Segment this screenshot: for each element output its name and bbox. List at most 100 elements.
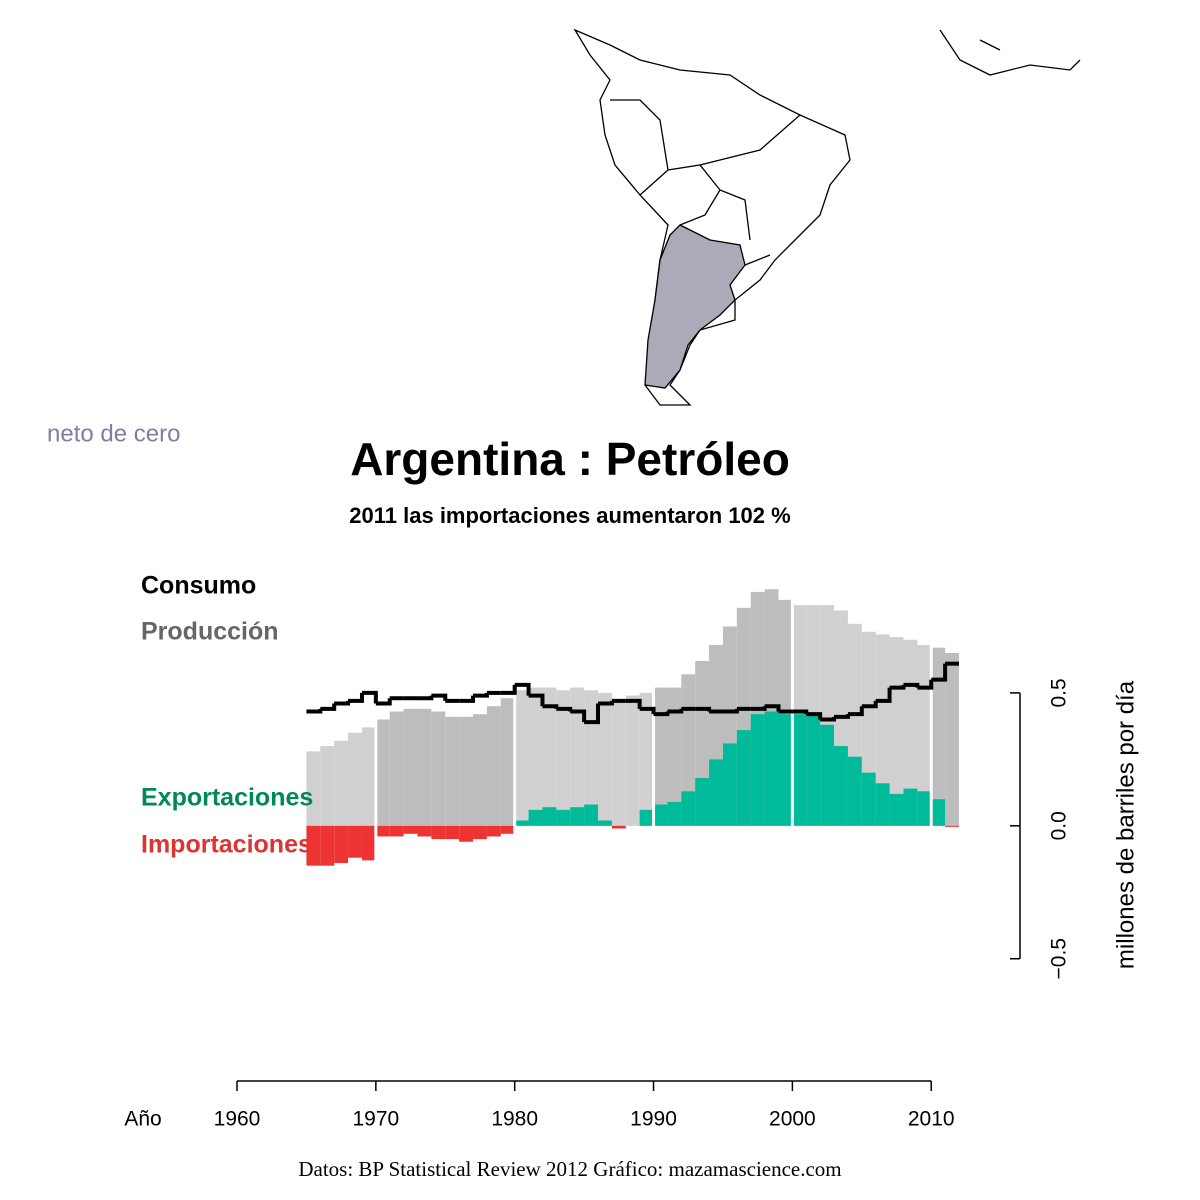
consumption-step [834, 714, 850, 719]
production-bar [459, 716, 474, 826]
import-bar [486, 825, 501, 837]
production-bar [945, 653, 959, 826]
export-bar [556, 809, 571, 826]
x-tick-label: 1960 [214, 1108, 261, 1131]
x-tick-label: 2000 [769, 1108, 816, 1131]
production-bar [528, 687, 543, 826]
export-bar [736, 730, 751, 826]
production-bar [375, 719, 390, 826]
import-bar [445, 825, 460, 840]
consumption-step [792, 709, 809, 715]
production-bar [348, 732, 362, 826]
export-bar [598, 820, 612, 826]
consumption-step [514, 682, 531, 696]
south-america [573, 28, 851, 406]
import-bar [306, 825, 321, 866]
import-bar [403, 825, 418, 834]
consumption-step [320, 703, 337, 711]
production-bar [653, 687, 668, 826]
x-tick-label: 1990 [630, 1108, 677, 1131]
consumption-step [528, 693, 545, 707]
export-bar [514, 820, 529, 826]
export-bar [875, 783, 890, 826]
import-bar [375, 825, 390, 837]
production-bar [389, 711, 404, 826]
production-bar [431, 711, 446, 826]
export-bar [584, 804, 598, 826]
consumption-step [473, 692, 489, 698]
annotation: neto de cero [47, 420, 180, 447]
production-bar [334, 740, 349, 826]
export-bar [681, 791, 696, 826]
consumption-step [500, 684, 517, 695]
consumption-step [348, 692, 364, 703]
x-axis-label: Año [124, 1108, 161, 1131]
consumption-step [861, 700, 878, 709]
legend-label: Importaciones [141, 831, 312, 859]
consumption-step [306, 708, 323, 714]
production-bar [667, 687, 682, 826]
export-bar [903, 788, 918, 826]
export-bar [639, 809, 654, 826]
chart-title: Argentina : Petróleo [350, 433, 790, 485]
map [573, 28, 1081, 406]
consumption-step [820, 716, 837, 722]
source: Datos: BP Statistical Review 2012 Gráfic… [298, 1157, 841, 1181]
production-bar [625, 695, 640, 826]
consumption-step [459, 695, 476, 703]
production-bar [889, 637, 904, 826]
export-bar [750, 714, 765, 826]
consumption-step [847, 706, 864, 717]
consumption-step [750, 706, 767, 711]
production-bar [473, 714, 487, 826]
export-bar [820, 724, 835, 826]
production-bar [917, 645, 932, 826]
argentina [644, 224, 746, 389]
export-bar [806, 714, 821, 826]
production-bar [611, 700, 626, 826]
import-bar [945, 825, 959, 827]
export-bar [861, 772, 876, 826]
consumption-step [903, 682, 920, 688]
import-bar [334, 825, 349, 864]
consumption-step [542, 704, 559, 709]
consumption-step [917, 679, 934, 690]
production-bar [306, 751, 321, 826]
production-bar [598, 692, 612, 826]
production-bar [931, 647, 946, 826]
consumption-step [334, 700, 351, 706]
export-bar [889, 793, 904, 826]
export-bar [834, 746, 848, 826]
export-bar [528, 809, 543, 826]
production-bar [570, 687, 585, 826]
y-axis-label: millones de barriles por día [1112, 680, 1139, 969]
production-bar [361, 727, 376, 826]
consumption-step [639, 706, 656, 715]
production-bar [556, 690, 571, 826]
y-tick-label: 0.5 [1048, 678, 1071, 707]
legend-label: Exportaciones [141, 784, 313, 812]
export-bar [847, 756, 862, 826]
x-tick-label: 1970 [352, 1108, 399, 1131]
legend-label: Consumo [141, 572, 256, 600]
production-bar [514, 690, 529, 826]
y-tick-label: −0.5 [1048, 938, 1071, 979]
consumption-step [375, 698, 392, 706]
import-bar [417, 825, 432, 837]
export-bar [917, 791, 932, 826]
consumption-step [361, 690, 378, 704]
import-bar [459, 825, 474, 842]
export-bar [778, 714, 793, 826]
production-bar [500, 698, 515, 826]
consumption-step [722, 708, 739, 714]
export-bar [653, 804, 668, 826]
consumption-step [570, 709, 587, 723]
production-bar [403, 708, 418, 826]
import-bar [500, 825, 515, 834]
chart-subtitle: 2011 las importaciones aumentaron 102 % [349, 503, 790, 528]
import-bar [361, 825, 376, 861]
production-bar [542, 687, 557, 826]
consumption-step [931, 663, 948, 682]
consumption-step [584, 703, 600, 725]
production-bar [445, 716, 460, 826]
